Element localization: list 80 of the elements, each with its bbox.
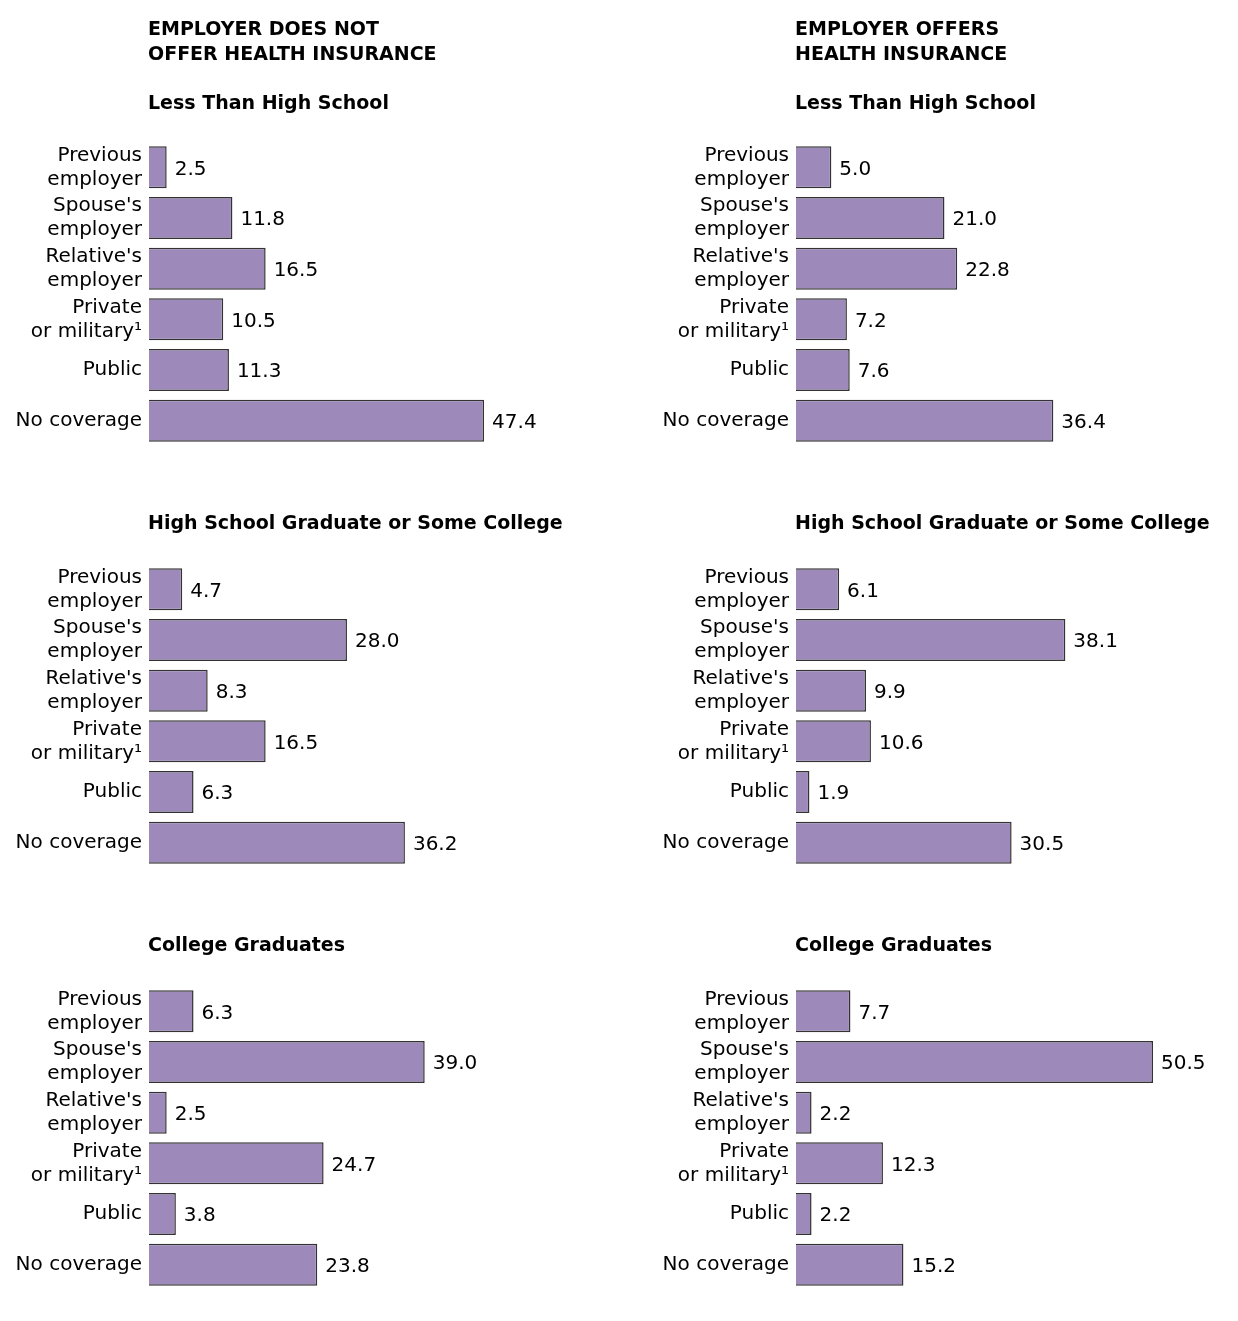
data-label: 6.3 <box>201 999 234 1024</box>
y-tick-label: Previous employer <box>47 563 143 612</box>
data-label: 22.8 <box>965 256 1010 281</box>
y-tick-label: Private or military¹ <box>677 715 789 764</box>
y-tick-label: No coverage <box>15 828 142 853</box>
data-label: 7.7 <box>858 999 891 1024</box>
chart-subtitle: Less Than High School <box>148 91 390 113</box>
data-label: 8.3 <box>215 678 248 703</box>
y-tick-label: Spouse's employer <box>47 614 143 663</box>
data-label: 24.7 <box>331 1151 377 1176</box>
data-label: 11.3 <box>236 358 282 383</box>
data-label: 30.5 <box>1019 830 1065 855</box>
y-tick-label: Private or military¹ <box>677 1137 789 1186</box>
y-tick-label: Relative's employer <box>692 664 790 713</box>
y-tick-label: Spouse's employer <box>694 614 790 663</box>
y-tick-label: Spouse's employer <box>694 1036 790 1085</box>
y-tick-label: Public <box>729 356 789 381</box>
data-label: 2.2 <box>819 1100 852 1125</box>
y-tick-label: Previous employer <box>694 985 790 1034</box>
y-tick-label: No coverage <box>662 828 789 853</box>
data-label: 6.1 <box>847 577 879 602</box>
chart-subtitle: Less Than High School <box>795 91 1037 113</box>
data-label: 21.0 <box>952 206 997 231</box>
data-label: 11.8 <box>240 206 285 231</box>
chart-title: High School Graduate or Some College <box>148 510 564 535</box>
data-label: 4.7 <box>190 577 223 602</box>
data-label: 28.0 <box>354 628 400 653</box>
data-label: 7.6 <box>857 358 890 383</box>
y-tick-label: Public <box>82 356 142 381</box>
data-label: 5.0 <box>839 155 872 180</box>
data-label: 9.9 <box>873 678 906 703</box>
chart-title: High School Graduate or Some College <box>795 510 1211 535</box>
y-tick-label: Relative's employer <box>45 1086 143 1135</box>
y-tick-label: No coverage <box>662 1250 789 1275</box>
data-label: 2.2 <box>819 1202 852 1227</box>
data-label: 47.4 <box>492 408 537 433</box>
y-tick-label: Relative's employer <box>692 1086 790 1135</box>
data-label: 36.4 <box>1061 408 1106 433</box>
data-label: 7.2 <box>854 307 887 332</box>
data-label: 10.5 <box>231 307 276 332</box>
y-tick-label: No coverage <box>15 406 142 431</box>
chart-title: College Graduates <box>148 932 347 957</box>
chart-title: EMPLOYER DOES NOT OFFER HEALTH INSURANCE <box>148 16 438 66</box>
y-tick-label: Relative's employer <box>45 664 143 713</box>
y-tick-label: Previous employer <box>47 141 143 190</box>
data-label: 6.3 <box>201 780 234 805</box>
data-label: 10.6 <box>878 729 924 754</box>
y-tick-label: Public <box>729 1200 789 1225</box>
y-tick-label: Relative's employer <box>692 242 790 291</box>
data-label: 50.5 <box>1161 1050 1206 1075</box>
y-tick-label: Spouse's employer <box>47 192 143 241</box>
data-label: 23.8 <box>325 1252 370 1277</box>
data-label: 2.5 <box>174 155 207 180</box>
y-tick-label: Public <box>82 778 142 803</box>
data-label: 15.2 <box>911 1252 956 1277</box>
data-label: 1.9 <box>817 780 850 805</box>
y-tick-label: Private or military¹ <box>30 1137 142 1186</box>
chart-title: College Graduates <box>795 932 994 957</box>
y-tick-label: Relative's employer <box>45 242 143 291</box>
y-tick-label: Private or military¹ <box>30 715 142 764</box>
y-tick-label: Previous employer <box>47 985 143 1034</box>
y-tick-label: No coverage <box>662 406 789 431</box>
chart-title: EMPLOYER OFFERS HEALTH INSURANCE <box>795 16 1009 66</box>
y-tick-label: Public <box>729 778 789 803</box>
data-label: 39.0 <box>432 1050 478 1075</box>
y-tick-label: No coverage <box>15 1250 142 1275</box>
data-label: 16.5 <box>273 729 319 754</box>
y-tick-label: Previous employer <box>694 563 790 612</box>
data-label: 12.3 <box>890 1151 936 1176</box>
data-label: 38.1 <box>1073 628 1118 653</box>
data-label: 3.8 <box>183 1202 216 1227</box>
y-tick-label: Previous employer <box>694 141 790 190</box>
y-tick-label: Public <box>82 1200 142 1225</box>
y-tick-label: Private or military¹ <box>677 293 789 342</box>
y-tick-label: Spouse's employer <box>694 192 790 241</box>
data-label: 2.5 <box>174 1100 207 1125</box>
data-label: 36.2 <box>412 830 458 855</box>
data-label: 16.5 <box>273 256 319 281</box>
y-tick-label: Spouse's employer <box>47 1036 143 1085</box>
y-tick-label: Private or military¹ <box>30 293 142 342</box>
